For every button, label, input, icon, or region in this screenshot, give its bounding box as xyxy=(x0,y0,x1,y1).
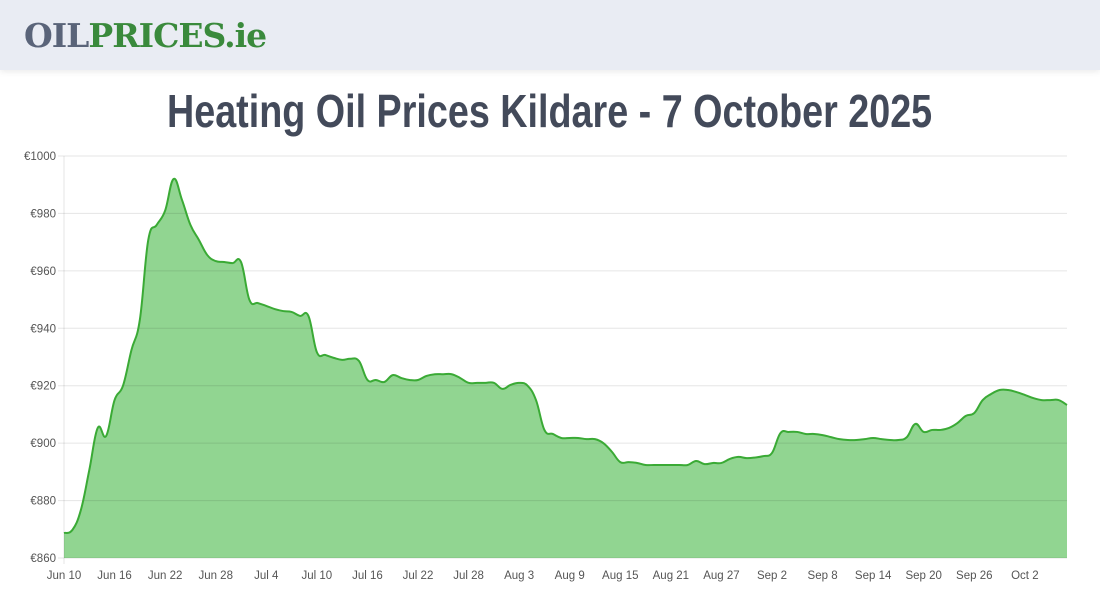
site-logo[interactable]: OILPRICES.ie xyxy=(24,16,267,55)
x-tick-label: Aug 3 xyxy=(504,570,534,582)
x-tick-label: Sep 20 xyxy=(905,570,941,582)
x-tick-label: Sep 8 xyxy=(808,570,838,582)
x-tick-label: Aug 21 xyxy=(653,570,689,582)
page-title: Heating Oil Prices Kildare - 7 October 2… xyxy=(167,85,933,137)
price-area-fill xyxy=(64,178,1067,559)
y-tick-label: €960 xyxy=(30,266,56,278)
x-tick-label: Sep 2 xyxy=(757,570,787,582)
x-tick-label: Oct 2 xyxy=(1011,570,1038,582)
x-tick-label: Jul 22 xyxy=(403,570,434,582)
x-tick-label: Aug 15 xyxy=(602,570,638,582)
y-tick-label: €920 xyxy=(30,381,56,393)
x-tick-label: Jun 10 xyxy=(47,570,82,582)
x-tick-label: Sep 14 xyxy=(855,570,892,582)
x-tick-label: Jul 4 xyxy=(254,570,279,582)
x-tick-label: Jul 16 xyxy=(352,570,383,582)
y-tick-label: €980 xyxy=(30,208,56,220)
y-tick-label: €940 xyxy=(30,323,56,335)
price-line xyxy=(63,177,1068,535)
x-tick-label: Jun 28 xyxy=(198,570,233,582)
x-tick-label: Jun 22 xyxy=(148,570,183,582)
x-tick-label: Aug 27 xyxy=(703,570,739,582)
x-tick-label: Sep 26 xyxy=(956,570,992,582)
site-header: OILPRICES.ie xyxy=(0,0,1100,70)
x-tick-label: Jul 28 xyxy=(453,570,484,582)
x-tick-label: Jun 16 xyxy=(97,570,132,582)
x-tick-label: Aug 9 xyxy=(555,570,585,582)
y-tick-label: €1000 xyxy=(24,151,56,163)
x-tick-label: Jul 10 xyxy=(302,570,333,582)
y-tick-label: €880 xyxy=(30,496,56,508)
y-tick-label: €900 xyxy=(30,438,56,450)
y-tick-label: €860 xyxy=(30,553,56,565)
